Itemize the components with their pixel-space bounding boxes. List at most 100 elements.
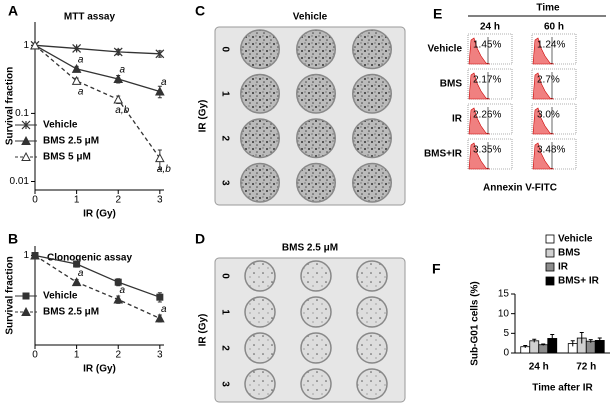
well [244, 368, 276, 400]
series-line [34, 44, 161, 93]
histogram [468, 72, 491, 100]
series-line [34, 254, 161, 319]
y-axis-label: Sub-G01 cells (%) [470, 281, 481, 365]
percent: 3.35% [473, 145, 501, 156]
panel-label: E [433, 6, 442, 22]
panel-label: F [432, 261, 441, 277]
histogram [468, 107, 491, 135]
well [296, 162, 336, 203]
well [352, 73, 392, 114]
y-tick-label: 1 [23, 40, 29, 51]
legend-label: Vehicle [43, 120, 78, 131]
y-tick-label: 0.1 [15, 108, 29, 119]
y-tick-label: 0.01 [10, 176, 30, 187]
percent: 2.17% [473, 75, 501, 86]
annotation: a [119, 65, 125, 76]
annotation: a [78, 55, 84, 66]
annotation: a [78, 268, 84, 279]
legend-label: Vehicle [43, 291, 78, 302]
annotation: a,b [115, 105, 129, 116]
annotation: a [161, 77, 167, 88]
x-tick-label: 2 [115, 195, 121, 206]
flow-title: Time [536, 3, 560, 14]
y-tick-label: 0 [503, 348, 509, 359]
annotation: a,b [157, 164, 171, 175]
panel-label: D [195, 231, 205, 247]
marker [71, 75, 82, 85]
histogram [532, 72, 555, 100]
plate-row-label: 2 [219, 345, 230, 351]
x-tick-label: 0 [32, 350, 38, 361]
chart-title: MTT assay [64, 12, 116, 23]
legend-swatch [545, 262, 555, 272]
plate-axis-label: IR (Gy) [198, 100, 209, 133]
histogram [468, 142, 491, 170]
percent: 2.7% [537, 75, 560, 86]
error-bar [597, 337, 602, 343]
y-axis-label: Survival fraction [5, 67, 16, 145]
y-tick-label: 5 [503, 328, 509, 339]
row-label: BMS [440, 79, 463, 90]
error-bar [588, 339, 593, 343]
plate-row-label: 2 [219, 135, 230, 141]
marker [30, 250, 40, 260]
legend-label: BMS 2.5 μM [43, 307, 99, 318]
percent: 1.24% [537, 40, 565, 51]
well [300, 368, 332, 400]
well [352, 118, 392, 159]
x-tick-label: 3 [157, 195, 163, 206]
well [352, 162, 392, 203]
well [356, 296, 388, 328]
error-bar [550, 334, 555, 343]
marker [21, 151, 31, 161]
marker [21, 306, 31, 316]
x-axis-label: Time after IR [532, 383, 593, 394]
histogram [532, 142, 555, 170]
row-label: Vehicle [428, 44, 463, 55]
x-tick-label: 2 [115, 350, 121, 361]
histogram [532, 107, 555, 135]
marker [72, 44, 82, 53]
bar [538, 344, 549, 354]
legend-label: BMS 2.5 μM [43, 136, 99, 147]
legend-label: BMS 5 μM [43, 152, 91, 163]
marker [71, 277, 82, 287]
percent: 3.48% [537, 145, 565, 156]
series-line [34, 44, 160, 55]
annotation: a [161, 304, 167, 315]
percent: 2.26% [473, 110, 501, 121]
well [296, 73, 336, 114]
legend-label: IR [558, 262, 569, 273]
flow-x-label: Annexin V-FITC [483, 183, 557, 194]
marker [114, 278, 122, 286]
legend-label: Vehicle [558, 234, 593, 245]
x-tick-label: 1 [74, 195, 80, 206]
plate-row-label: 3 [219, 180, 230, 186]
y-axis-label: Survival fraction [5, 256, 16, 334]
error-bar [541, 343, 546, 346]
legend-swatch [545, 276, 555, 286]
well [300, 332, 332, 364]
marker [22, 292, 30, 300]
legend-swatch [545, 248, 555, 258]
column-label: 24 h [480, 22, 500, 33]
well [352, 29, 392, 70]
well [356, 260, 388, 292]
marker [21, 135, 31, 145]
well [300, 260, 332, 292]
panel-label: A [8, 3, 18, 19]
plate-row-label: 1 [219, 91, 230, 97]
histogram [532, 37, 555, 65]
bar [585, 340, 596, 354]
error-bar [523, 345, 528, 348]
panel-label: B [8, 231, 18, 247]
series-line [34, 254, 161, 298]
well [300, 296, 332, 328]
annotation: a [119, 285, 125, 296]
plate [214, 257, 406, 403]
y-tick-label: 15 [498, 289, 510, 300]
error-bar [579, 332, 584, 344]
percent: 3.0% [537, 110, 560, 121]
plate [214, 26, 406, 206]
